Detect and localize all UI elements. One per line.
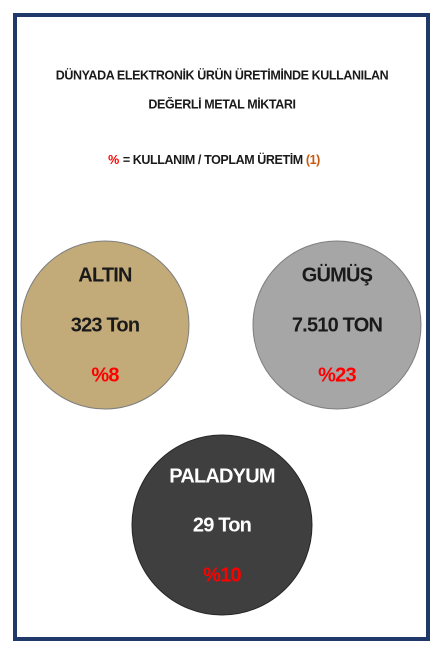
title-line: DEĞERLİ METAL MİKTARI [148,96,295,111]
formula-symbol: % [108,153,119,167]
metal-name: ALTIN [78,264,132,286]
silver-circle [252,240,422,410]
metal-percent: %8 [91,364,119,386]
metal-amount: 29 Ton [193,514,251,536]
metal-name: PALADYUM [169,465,275,487]
palladium-circle [131,434,313,616]
metal-amount: 7.510 TON [292,314,383,336]
metal-percent: %23 [318,364,356,386]
title-line: DÜNYADA ELEKTRONİK ÜRÜN ÜRETİMİNDE KULLA… [56,67,389,82]
formula: % = KULLANIM / TOPLAM ÜRETİM (1) [108,152,320,167]
metal-percent: %10 [203,564,241,586]
gold-circle [20,240,190,410]
metal-name: GÜMÜŞ [302,263,373,286]
formula-note: (1) [306,153,320,167]
metal-amount: 323 Ton [71,314,140,336]
formula-text: = KULLANIM / TOPLAM ÜRETİM [123,152,303,167]
